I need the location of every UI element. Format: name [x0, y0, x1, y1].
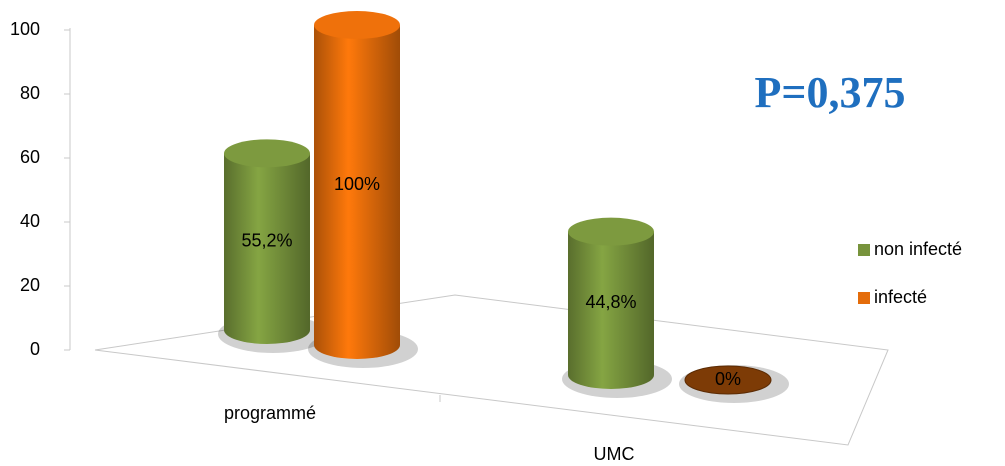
bar	[224, 153, 310, 330]
bar-top	[224, 139, 310, 168]
value-label: 100%	[334, 174, 380, 194]
y-tick-label: 20	[20, 275, 40, 295]
bar-top	[684, 365, 772, 395]
legend-swatch	[858, 292, 870, 304]
annotation: P=0,375	[755, 68, 906, 117]
y-tick-label: 60	[20, 147, 40, 167]
y-tick-label: 40	[20, 211, 40, 231]
x-tick-label: UMC	[594, 444, 635, 464]
legend-label: infecté	[874, 287, 927, 307]
bar-top	[568, 217, 654, 246]
y-tick-label: 100	[10, 19, 40, 39]
legend-label: non infecté	[874, 239, 962, 259]
bar-top	[314, 11, 400, 39]
value-label: 0%	[715, 369, 741, 389]
value-label: 55,2%	[241, 230, 292, 250]
y-tick-label: 80	[20, 83, 40, 103]
x-tick-label: programmé	[224, 403, 316, 423]
legend-swatch	[858, 244, 870, 256]
bar	[568, 231, 654, 375]
bar	[314, 25, 400, 345]
y-tick-label: 0	[30, 339, 40, 359]
value-label: 44,8%	[585, 292, 636, 312]
